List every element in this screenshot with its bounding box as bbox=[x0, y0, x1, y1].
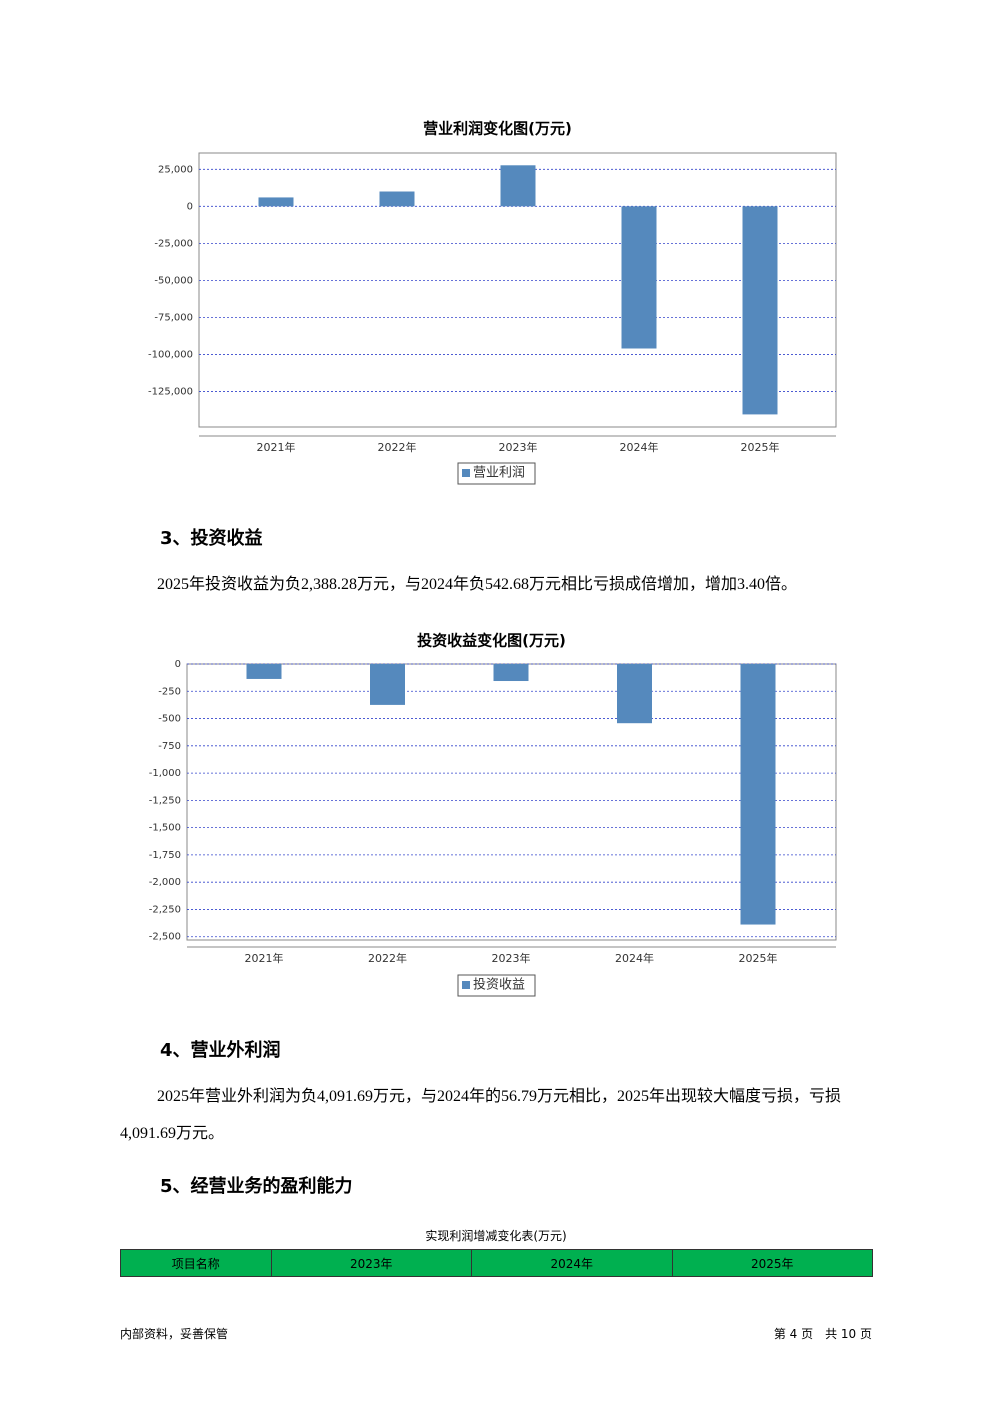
bar bbox=[370, 664, 405, 705]
x-tick-label: 2022年 bbox=[378, 440, 417, 454]
x-tick-label: 2024年 bbox=[620, 440, 659, 454]
footer-right: 第 4 页 共 10 页 bbox=[773, 1327, 872, 1341]
table-title: 实现利润增减变化表(万元) bbox=[425, 1229, 567, 1243]
x-tick-label: 2023年 bbox=[499, 440, 538, 454]
y-tick-label: -2,000 bbox=[149, 877, 181, 888]
x-tick-label: 2023年 bbox=[492, 951, 531, 965]
plot-area bbox=[198, 152, 837, 428]
y-tick-label: -1,000 bbox=[149, 768, 181, 779]
y-tick-label: -100,000 bbox=[148, 349, 193, 360]
x-tick-label: 2025年 bbox=[741, 440, 780, 454]
bar bbox=[258, 197, 294, 207]
y-tick-label: -1,250 bbox=[149, 795, 181, 806]
x-tick-label: 2022年 bbox=[368, 951, 407, 965]
table: 项目名称 2023年 2024年 2025年 bbox=[120, 1249, 873, 1277]
y-tick-label: -1,500 bbox=[149, 823, 181, 834]
bar bbox=[742, 206, 778, 415]
y-tick-label: -2,250 bbox=[149, 904, 181, 915]
legend-box bbox=[457, 462, 536, 485]
paragraph: 2025年营业外利润为负4,091.69万元，与2024年的56.79万元相比，… bbox=[120, 1088, 842, 1142]
header-cell: 2023年 bbox=[270, 1249, 473, 1277]
y-tick-label: -750 bbox=[158, 741, 181, 752]
legend-box bbox=[457, 974, 536, 997]
bar bbox=[246, 664, 282, 679]
legend-swatch bbox=[462, 981, 470, 989]
y-tick-label: -2,500 bbox=[149, 932, 181, 943]
legend-label: 营业利润 bbox=[473, 466, 525, 481]
bar bbox=[379, 191, 415, 207]
y-tick-label: -25,000 bbox=[154, 238, 193, 249]
x-tick-label: 2021年 bbox=[245, 951, 284, 965]
bar bbox=[617, 664, 652, 724]
x-tick-label: 2021年 bbox=[257, 440, 296, 454]
heading: 3、投资收益 bbox=[160, 528, 263, 549]
x-tick-label: 2025年 bbox=[739, 951, 778, 965]
chart-title: 投资收益变化图(万元) bbox=[417, 632, 566, 650]
y-tick-label: -500 bbox=[158, 714, 181, 725]
y-tick-label: -1,750 bbox=[149, 850, 181, 861]
chart-title: 营业利润变化图(万元) bbox=[423, 120, 572, 138]
y-tick-label: -75,000 bbox=[154, 312, 193, 323]
paragraph: 2025年投资收益为负2,388.28万元，与2024年负542.68万元相比亏… bbox=[157, 576, 798, 593]
x-tick-label: 2024年 bbox=[615, 951, 654, 965]
y-tick-label: 0 bbox=[187, 201, 193, 212]
footer-left: 内部资料，妥善保管 bbox=[120, 1327, 229, 1341]
legend-label: 投资收益 bbox=[473, 977, 525, 993]
legend-swatch bbox=[462, 469, 470, 477]
header-cell: 2024年 bbox=[471, 1249, 673, 1277]
y-tick-label: 25,000 bbox=[158, 164, 193, 175]
heading: 4、营业外利润 bbox=[160, 1040, 281, 1061]
y-tick-label: -50,000 bbox=[154, 275, 193, 286]
bar bbox=[493, 664, 529, 682]
y-tick-label: -125,000 bbox=[148, 386, 193, 397]
bar bbox=[621, 206, 657, 349]
bar bbox=[740, 664, 776, 925]
heading: 5、经营业务的盈利能力 bbox=[160, 1176, 353, 1197]
header-cell: 项目名称 bbox=[120, 1249, 272, 1277]
plot-area bbox=[186, 663, 837, 941]
y-tick-label: 0 bbox=[175, 659, 181, 670]
header-cell: 2025年 bbox=[671, 1249, 873, 1277]
bar bbox=[500, 165, 536, 207]
y-tick-label: -250 bbox=[158, 686, 181, 697]
